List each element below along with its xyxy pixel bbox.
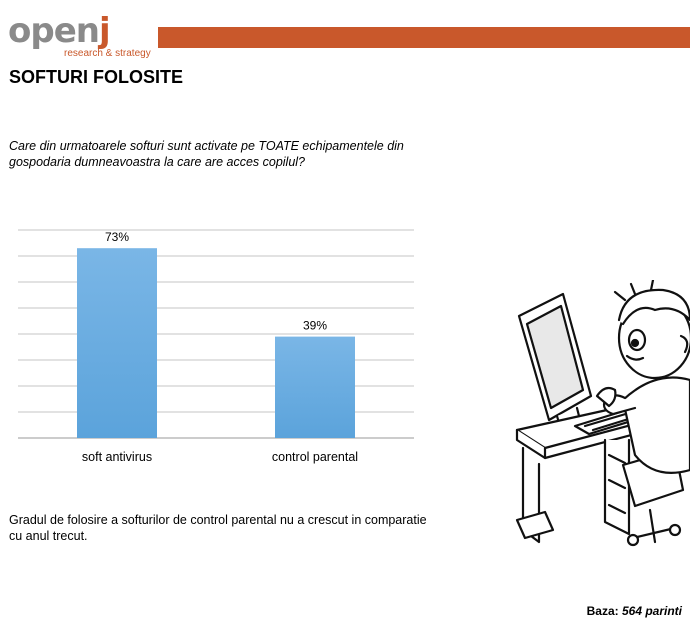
chart-note: Gradul de folosire a softurilor de contr… xyxy=(9,513,427,543)
category-label-0: soft antivirus xyxy=(82,450,152,464)
logo-tagline: research & strategy xyxy=(64,48,151,59)
base-label: Baza: xyxy=(586,604,619,618)
chart-bars: 73% soft antivirus 39% control parental xyxy=(77,230,358,464)
logo-accent-mark: j xyxy=(98,11,111,51)
brand-logo: openj research & strategy xyxy=(8,12,158,62)
base-value: 564 parinti xyxy=(621,604,682,618)
survey-question: Care din urmatoarele softuri sunt activa… xyxy=(9,139,404,169)
logo-wordmark: open xyxy=(8,11,100,51)
category-label-1: control parental xyxy=(272,450,358,464)
page-title: SOFTURI FOLOSITE xyxy=(9,67,183,87)
bar-chart: 73% soft antivirus 39% control parental xyxy=(18,229,414,464)
sample-base: Baza: 564 parinti xyxy=(587,604,682,618)
header-bar xyxy=(158,27,690,48)
bar-0 xyxy=(77,248,157,438)
child-at-computer-icon xyxy=(515,280,690,547)
data-label-1: 39% xyxy=(303,319,327,333)
bar-1 xyxy=(275,336,355,438)
data-label-0: 73% xyxy=(105,230,129,244)
